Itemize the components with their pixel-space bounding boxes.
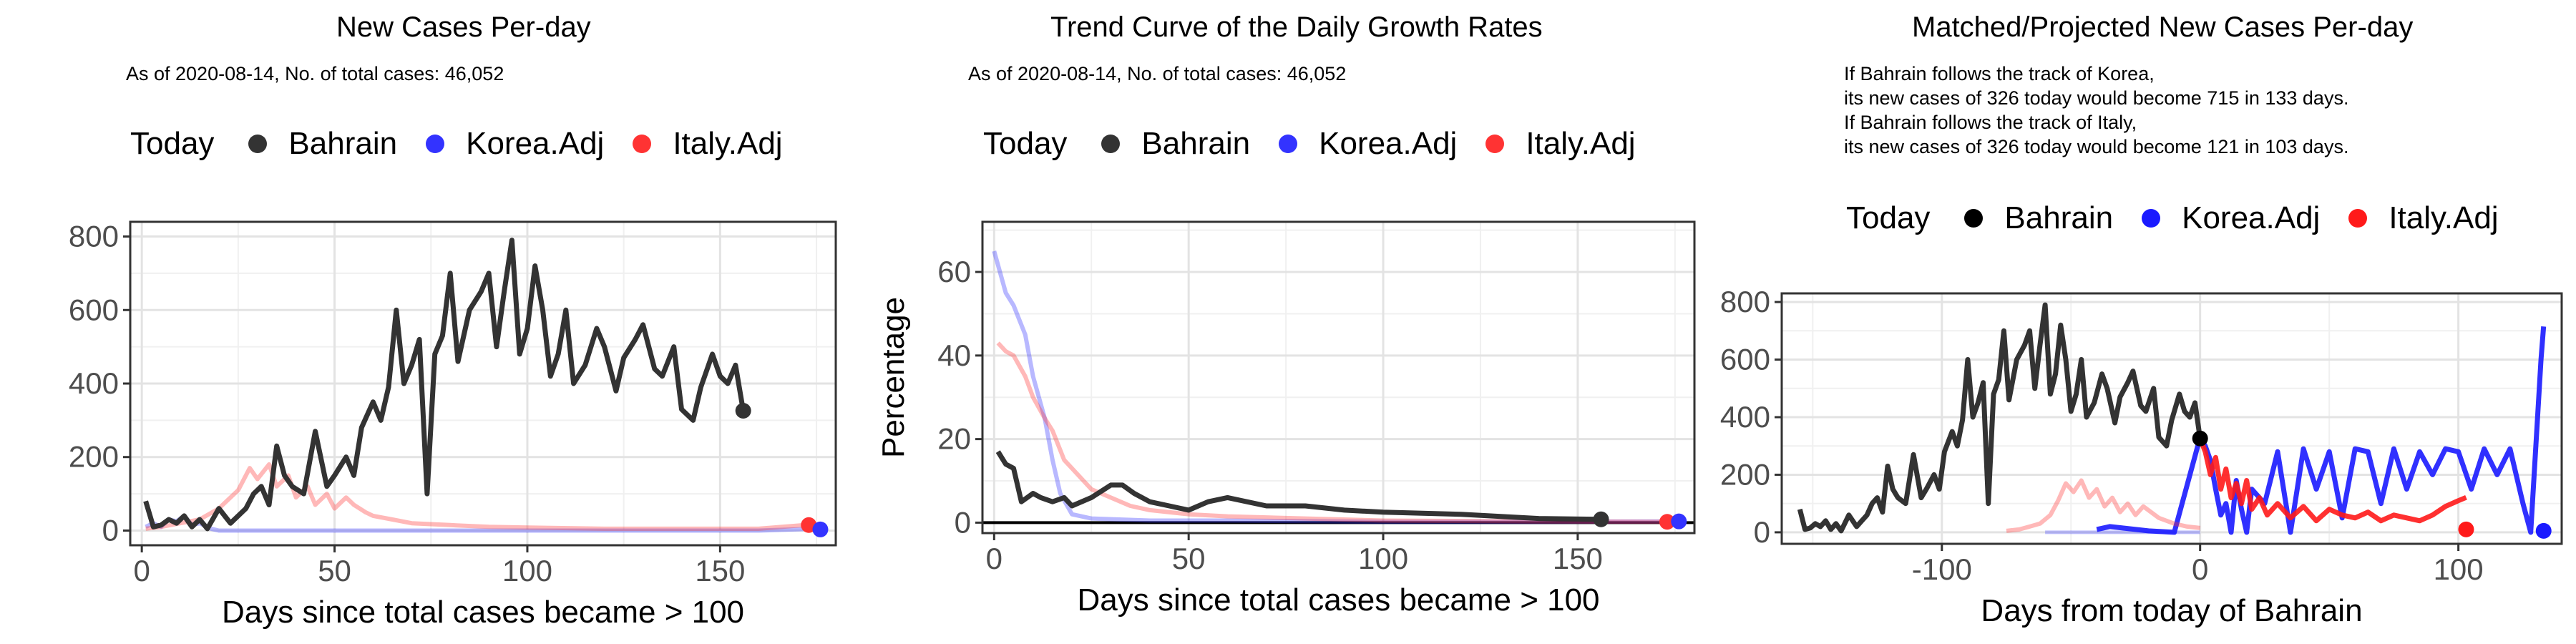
chart-subtitle: As of 2020-08-14, No. of total cases: 46… [968,63,1347,84]
legend-title: Today [130,126,215,161]
chart-title: New Cases Per-day [336,11,591,43]
legend-item-italy: Italy.Adj [1485,126,1636,162]
legend-item-bahrain: Bahrain [1964,200,2113,236]
y-axis-label: Percentage [876,297,911,458]
legend-label: Italy.Adj [1526,126,1636,161]
legend-dot-bahrain [1101,135,1121,153]
tick-label-x: 100 [2434,552,2484,586]
today-point-italy-adj [1659,514,1675,530]
today-point-bahrain [1593,511,1609,527]
legend-title: Today [1846,200,1931,235]
legend-dot-bahrain [1964,209,1984,228]
panel-growth-rates: Trend Curve of the Daily Growth Rates As… [859,0,1717,644]
plot-border [981,220,1696,535]
legend-label: Bahrain [2004,200,2114,235]
today-point-korea-adj [812,521,829,537]
series-line-bahrain [1797,302,2203,534]
plot-border [129,220,837,547]
tick-label-y: 600 [1720,343,1770,376]
legend-label: Korea.Adj [466,126,605,161]
tick-label-x: 100 [1358,542,1408,575]
plot-border [1780,292,2563,545]
tick-label-y: 400 [1720,400,1770,434]
legend-item-italy: Italy.Adj [2348,200,2499,236]
tick-label-y: 40 [937,338,971,372]
tick-label-y: 20 [937,422,971,456]
tick-label-x: -100 [1912,552,1972,586]
legend-item-korea: Korea.Adj [2142,200,2320,236]
x-axis-label: Days from today of Bahrain [1981,593,2362,628]
legend-dot-italy [1485,135,1505,153]
legend-dot-italy [2348,209,2368,228]
today-point-bahrain [735,403,751,419]
legend-dot-korea [2142,209,2161,228]
projected-cases-chart: -100 0 100 0 200 400 600 800 Days from today of … [1720,285,2563,628]
today-point-korea-adj [1671,513,1687,530]
tick-label-x: 50 [1172,542,1206,575]
legend-dot-korea [426,135,445,153]
tick-label-y: 200 [69,440,119,474]
legend: Today Bahrain Korea.Adj Italy.Adj [1846,200,2527,236]
today-point-bahrain [2192,430,2208,447]
legend-item-korea: Korea.Adj [1279,126,1457,162]
chart-title: Matched/Projected New Cases Per-day [1912,11,2414,43]
tick-label-x: 150 [695,554,745,587]
tick-label-y: 800 [1720,285,1770,318]
series-line-italy-adj-projected [2197,437,2467,524]
series-line-italy-adj [145,462,806,531]
series-line-bahrain [995,450,1601,522]
series-line-bahrain [143,238,746,532]
chart-subtitle: If Bahrain follows the track of Korea, i… [1844,63,2349,157]
legend: Today Bahrain Korea.Adj Italy.Adj [983,126,1664,162]
tick-label-y: 0 [102,513,119,547]
legend-label: Italy.Adj [673,126,783,161]
legend-label: Korea.Adj [2182,200,2321,235]
legend-label: Italy.Adj [2389,200,2499,235]
panel-projected: Matched/Projected New Cases Per-day If B… [1717,0,2576,644]
tick-label-x: 150 [1553,542,1603,575]
tick-label-y: 400 [69,366,119,400]
legend-item-bahrain: Bahrain [248,126,397,162]
x-axis-label: Days since total cases became > 100 [1077,582,1599,618]
tick-label-x: 0 [133,554,150,587]
tick-label-y: 60 [937,255,971,288]
new-cases-chart: 0 50 100 150 0 200 400 600 800 Days since total c… [69,220,837,630]
legend-dot-bahrain [248,135,268,153]
tick-label-x: 100 [502,554,552,587]
legend: Today Bahrain Korea.Adj Italy.Adj [130,126,811,162]
legend-label: Bahrain [1141,126,1251,161]
legend-item-korea: Korea.Adj [426,126,604,162]
tick-label-y: 0 [955,505,971,539]
today-point-italy-adj [2458,521,2474,537]
tick-label-y: 600 [69,293,119,326]
legend-dot-korea [1279,135,1298,153]
legend-label: Korea.Adj [1319,126,1458,161]
today-point-korea-adj [2535,522,2552,539]
series-line-italy-adj [996,341,1667,525]
series-line-italy-adj [2006,478,2201,533]
series-line-korea-adj [992,250,1679,525]
chart-subtitle: As of 2020-08-14, No. of total cases: 46… [126,63,504,84]
tick-label-x: 50 [318,554,351,587]
tick-label-x: 0 [2192,552,2208,586]
tick-label-y: 0 [1754,515,1770,549]
x-axis-label: Days since total cases became > 100 [222,595,744,630]
legend-label: Bahrain [288,126,398,161]
chart-title: Trend Curve of the Daily Growth Rates [1050,11,1543,43]
panel-new-cases: New Cases Per-day As of 2020-08-14, No. … [0,0,859,644]
legend-item-bahrain: Bahrain [1101,126,1250,162]
legend-item-italy: Italy.Adj [633,126,783,162]
tick-label-x: 0 [986,542,1002,575]
legend-dot-italy [633,135,652,153]
growth-rate-chart: 0 50 100 150 0 20 40 60 Days since total cases b… [876,220,1696,618]
legend-title: Today [983,126,1068,161]
tick-label-y: 800 [69,220,119,253]
tick-label-y: 200 [1720,457,1770,491]
